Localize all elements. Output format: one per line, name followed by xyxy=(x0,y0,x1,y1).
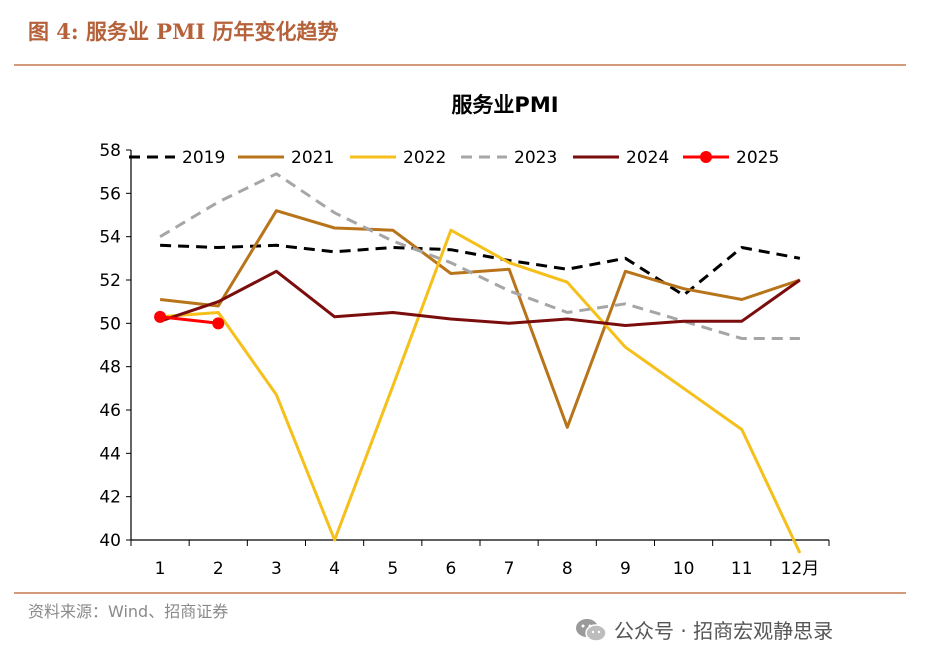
series-line-2023 xyxy=(159,172,800,340)
data-point-2025 xyxy=(212,317,225,330)
y-tick-label: 50 xyxy=(99,314,121,334)
legend-label-2023: 2023 xyxy=(514,148,557,168)
y-tick-label: 54 xyxy=(99,228,121,248)
y-tick-label: 44 xyxy=(99,444,121,464)
chart-legend: 2019 2021 2022 2023 2024 2025 xyxy=(129,148,779,168)
legend-label-2021: 2021 xyxy=(291,148,334,168)
figure-title-text: 服务业 PMI 历年变化趋势 xyxy=(86,19,339,44)
y-tick-label: 40 xyxy=(99,531,121,551)
series-line-2019 xyxy=(160,243,801,297)
series-line-2024 xyxy=(159,269,801,327)
bottom-divider xyxy=(14,592,906,594)
x-tick-label: 1 xyxy=(155,559,166,579)
y-tick-label: 42 xyxy=(99,488,121,508)
y-tick-label: 58 xyxy=(99,141,121,161)
x-tick-label: 4 xyxy=(329,559,340,579)
y-tick-label: 48 xyxy=(99,358,121,378)
x-tick-label: 2 xyxy=(213,559,224,579)
figure-label: 图 4: xyxy=(28,19,79,44)
legend-label-2022: 2022 xyxy=(403,148,446,168)
watermark: 公众号 · 招商宏观静思录 xyxy=(574,615,833,644)
y-tick-label: 52 xyxy=(99,271,121,291)
chart-title: 服务业PMI xyxy=(451,93,558,117)
legend-label-2025: 2025 xyxy=(736,148,779,168)
y-tick-label: 46 xyxy=(99,401,121,421)
x-tick-label: 10 xyxy=(673,559,695,579)
wechat-icon xyxy=(576,618,607,642)
series-layer xyxy=(154,172,802,554)
x-tick-label: 9 xyxy=(620,559,631,579)
source-note: 资料来源：Wind、招商证券 xyxy=(28,602,229,621)
series-line-2021 xyxy=(159,209,801,429)
x-tick-label: 11 xyxy=(731,559,753,579)
legend-label-2024: 2024 xyxy=(626,148,669,168)
x-tick-label: 8 xyxy=(562,559,573,579)
data-point-2025 xyxy=(154,310,167,323)
series-line-2025 xyxy=(159,315,219,325)
x-tick-label: 6 xyxy=(446,559,457,579)
legend-marker-2025 xyxy=(700,151,712,163)
x-tick-label: 12月 xyxy=(781,559,820,579)
top-divider xyxy=(14,64,906,66)
x-tick-label: 5 xyxy=(387,559,398,579)
x-tick-label: 3 xyxy=(271,559,282,579)
series-line-2022 xyxy=(159,228,802,554)
y-tick-label: 56 xyxy=(99,184,121,204)
legend-label-2019: 2019 xyxy=(182,148,225,168)
x-tick-label: 7 xyxy=(504,559,515,579)
watermark-text: 公众号 · 招商宏观静思录 xyxy=(614,619,834,643)
figure-title: 图 4: 服务业 PMI 历年变化趋势 xyxy=(28,16,338,46)
